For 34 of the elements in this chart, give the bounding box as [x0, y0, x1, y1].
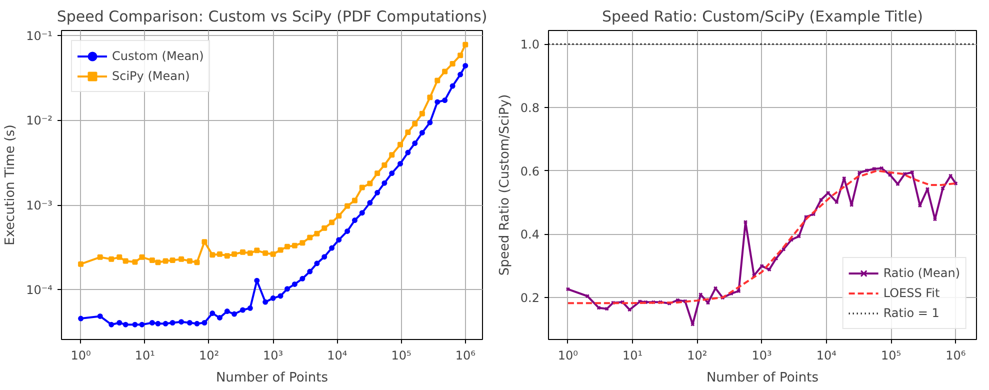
y-tick-label: 0.2	[520, 290, 540, 305]
y-tick-label: 10⁻³	[26, 198, 53, 212]
y-tick-label: 0.6	[520, 164, 540, 178]
x-tick-label: 10³	[752, 348, 772, 362]
legend-label: Custom (Mean)	[112, 49, 204, 63]
x-tick-label: 10³	[263, 348, 284, 362]
x-axis-title: Number of Points	[706, 370, 819, 386]
y-tick-label: 10⁻¹	[26, 28, 53, 43]
x-tick-label: 10⁰	[70, 348, 92, 362]
y-tick-label: 0.4	[520, 228, 540, 242]
x-tick-label: 10⁰	[558, 348, 578, 362]
y-axis-title: Execution Time (s)	[3, 124, 18, 246]
x-axis-title: Number of Points	[216, 370, 328, 386]
chart-title: Speed Ratio: Custom/SciPy (Example Title)	[602, 8, 923, 26]
x-tick-label: 10¹	[622, 348, 643, 362]
x-tick-label: 10⁴	[327, 348, 348, 362]
y-tick-label: 10⁻⁴	[26, 282, 53, 297]
x-tick-label: 10¹	[134, 348, 156, 362]
y-tick-label: 10⁻²	[26, 114, 53, 128]
x-tick-label: 10²	[687, 348, 708, 362]
legend-label: Ratio = 1	[883, 306, 940, 320]
x-tick-label: 10⁶	[455, 348, 476, 362]
y-tick-label: 1.0	[520, 38, 540, 52]
legend-label: SciPy (Mean)	[112, 69, 190, 83]
legend-label: Ratio (Mean)	[883, 266, 960, 280]
x-tick-label: 10⁵	[881, 348, 902, 362]
y-axis-title: Speed Ratio (Custom/SciPy)	[497, 94, 512, 276]
legend-label: LOESS Fit	[883, 286, 940, 300]
x-tick-label: 10²	[198, 348, 220, 362]
y-tick-label: 0.8	[520, 100, 540, 115]
x-tick-label: 10⁶	[946, 348, 966, 362]
x-tick-label: 10⁵	[391, 348, 412, 362]
chart-title: Speed Comparison: Custom vs SciPy (PDF Computations)	[56, 8, 488, 26]
x-tick-label: 10⁴	[816, 348, 837, 362]
